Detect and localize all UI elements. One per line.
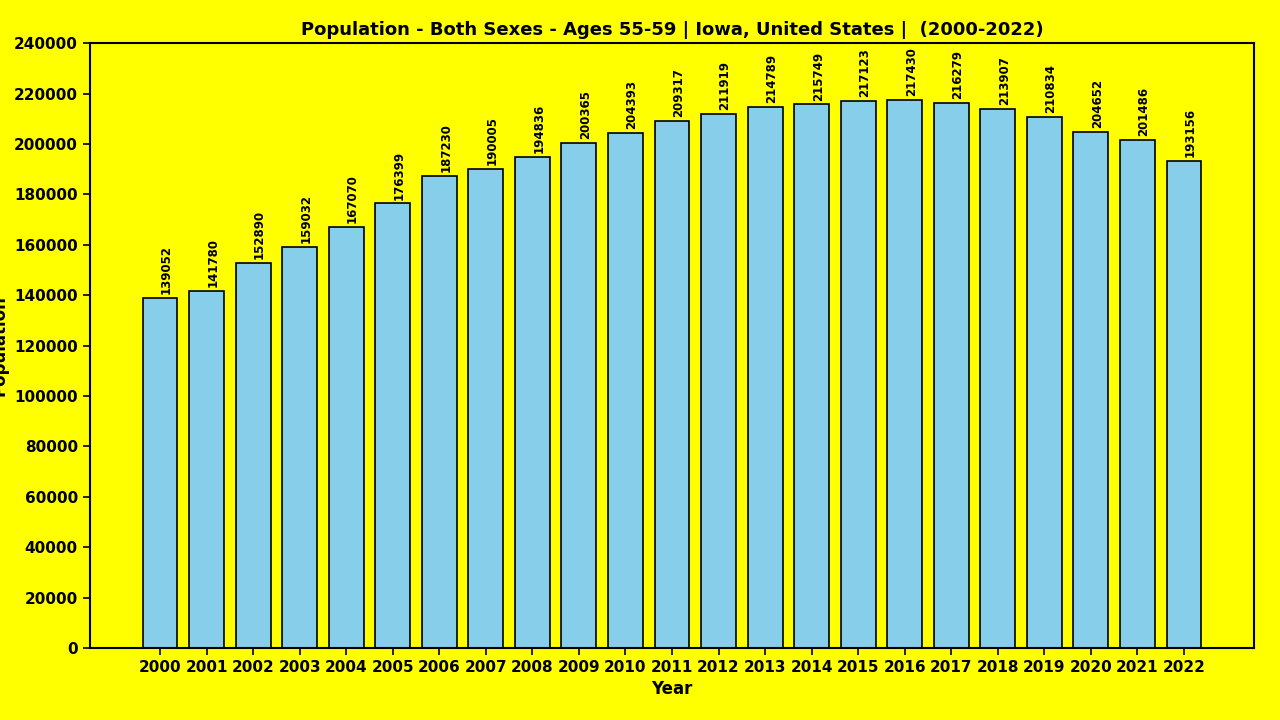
Text: 213907: 213907: [998, 56, 1011, 105]
Text: 193156: 193156: [1184, 108, 1197, 158]
Bar: [748, 107, 782, 648]
Bar: [1074, 132, 1108, 648]
Text: 217123: 217123: [858, 48, 872, 97]
Bar: [701, 114, 736, 648]
Bar: [562, 143, 596, 648]
Text: 167070: 167070: [346, 174, 360, 223]
Bar: [887, 100, 922, 648]
Text: 201486: 201486: [1138, 87, 1151, 137]
Bar: [1120, 140, 1155, 648]
Text: 141780: 141780: [206, 238, 220, 287]
Bar: [608, 133, 643, 648]
Text: 211919: 211919: [718, 61, 732, 110]
Bar: [329, 227, 364, 648]
Bar: [841, 101, 876, 648]
Bar: [468, 169, 503, 648]
Bar: [282, 247, 317, 648]
Bar: [934, 103, 969, 648]
Text: 139052: 139052: [160, 245, 173, 294]
Bar: [236, 263, 270, 648]
X-axis label: Year: Year: [652, 680, 692, 698]
Bar: [654, 120, 690, 648]
Bar: [794, 104, 829, 648]
Text: 159032: 159032: [300, 194, 312, 243]
Bar: [375, 204, 410, 648]
Bar: [1166, 161, 1202, 648]
Text: 217430: 217430: [905, 48, 918, 96]
Text: 215749: 215749: [812, 51, 824, 101]
Text: 187230: 187230: [439, 124, 452, 172]
Text: 200365: 200365: [579, 90, 591, 139]
Text: 216279: 216279: [951, 50, 964, 99]
Y-axis label: Population: Population: [0, 295, 8, 396]
Text: 190005: 190005: [486, 117, 499, 166]
Bar: [189, 291, 224, 648]
Bar: [422, 176, 457, 648]
Text: 214789: 214789: [765, 54, 778, 103]
Bar: [515, 157, 550, 648]
Text: 152890: 152890: [253, 210, 266, 259]
Bar: [142, 297, 178, 648]
Text: 176399: 176399: [393, 150, 406, 199]
Bar: [980, 109, 1015, 648]
Text: 204652: 204652: [1091, 79, 1103, 128]
Bar: [1027, 117, 1062, 648]
Text: 209317: 209317: [672, 68, 685, 117]
Text: 204393: 204393: [626, 80, 639, 129]
Title: Population - Both Sexes - Ages 55-59 | Iowa, United States |  (2000-2022): Population - Both Sexes - Ages 55-59 | I…: [301, 21, 1043, 39]
Text: 210834: 210834: [1044, 64, 1057, 113]
Text: 194836: 194836: [532, 104, 545, 153]
